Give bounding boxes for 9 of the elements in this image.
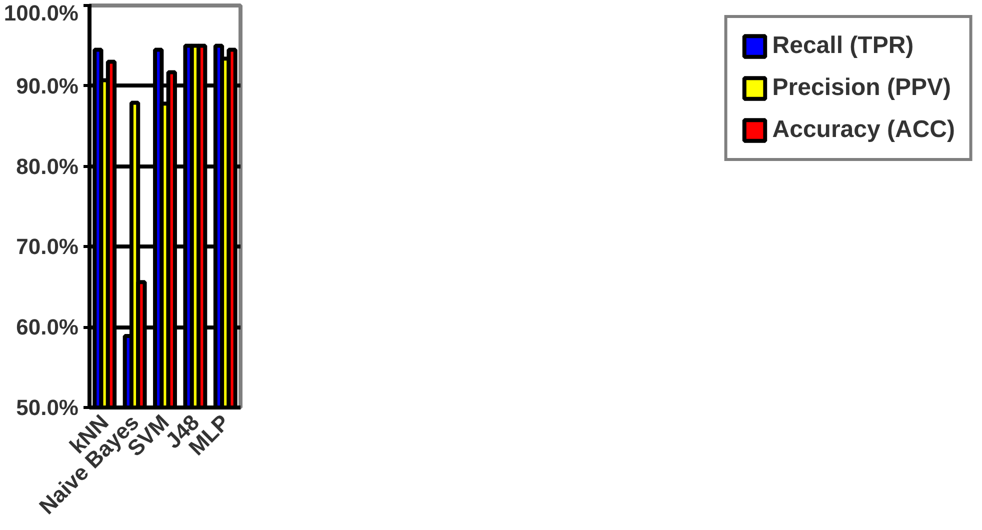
legend-label: Precision (PPV) [772,74,952,102]
y-tick-label: 50.0% [16,395,79,420]
y-tick-label: 80.0% [16,154,79,179]
y-tick-label: 100.0% [4,0,79,26]
y-tick-label: 70.0% [16,234,79,260]
legend-label: Accuracy (ACC) [772,116,955,144]
legend-label: Recall (TPR) [772,32,914,60]
y-tick-label: 60.0% [16,314,79,340]
y-tick-label: 90.0% [16,73,79,98]
